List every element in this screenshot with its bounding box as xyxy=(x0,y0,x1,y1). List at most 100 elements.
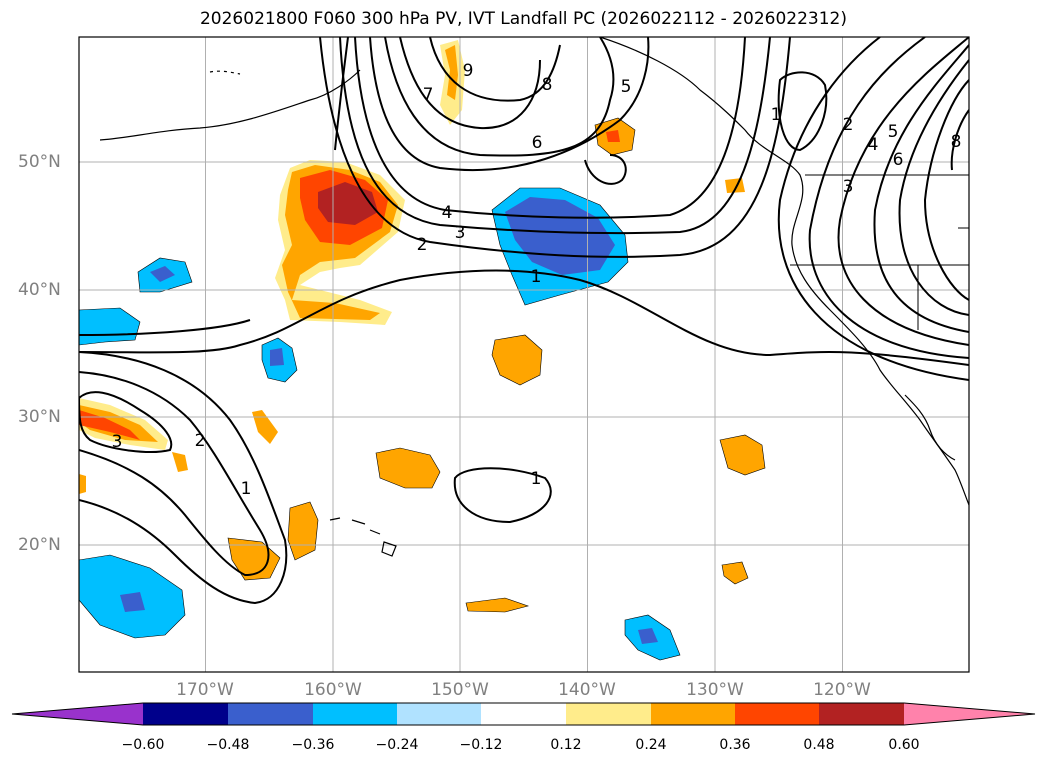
colorbar-bin xyxy=(735,703,819,725)
colorbar-tick: 0.24 xyxy=(635,737,667,753)
shade-pos-small-3 xyxy=(252,410,278,444)
lat-label-20n: 20°N xyxy=(18,535,61,555)
graticule xyxy=(79,37,969,672)
contour-label: 3 xyxy=(843,177,854,197)
colorbar-bin xyxy=(651,703,735,725)
lon-label-130w: 130°W xyxy=(686,680,744,700)
contour-2 xyxy=(319,37,791,258)
coast-aleutians xyxy=(209,70,241,75)
colorbar-tick: 0.36 xyxy=(719,737,751,753)
contour-labels: 1 2 3 4 5 6 7 8 9 1 2 3 4 5 6 8 1 2 3 1 xyxy=(112,61,962,499)
lon-label-150w: 150°W xyxy=(431,680,489,700)
colorbar-bin xyxy=(481,703,566,725)
contour-label: 3 xyxy=(455,223,466,243)
contour-label: 3 xyxy=(112,432,123,452)
contour-label: 6 xyxy=(893,150,904,170)
pv-negative-shading xyxy=(79,187,681,661)
contour-label: 1 xyxy=(531,267,542,287)
lon-label-160w: 160°W xyxy=(304,680,362,700)
coast-baja xyxy=(904,394,956,461)
contour-east-1 xyxy=(777,37,969,381)
colorbar-tick: 0.12 xyxy=(550,737,582,753)
coastlines xyxy=(99,37,969,557)
contour-label: 5 xyxy=(888,122,899,142)
colorbar-tick: −0.24 xyxy=(375,737,419,753)
colorbar-tick: −0.12 xyxy=(459,737,503,753)
contour-sw-2 xyxy=(79,371,270,577)
colorbar-bin xyxy=(397,703,481,725)
contour-label: 2 xyxy=(843,115,854,135)
contour-6-box xyxy=(584,154,627,185)
colorbar-outline xyxy=(11,702,1036,726)
lat-label-30n: 30°N xyxy=(18,407,61,427)
shade-pos-central xyxy=(491,334,543,386)
shade-pos-sw-2 xyxy=(287,501,319,561)
colorbar xyxy=(11,702,1036,726)
contour-3 xyxy=(339,37,771,235)
shade-pos-south xyxy=(721,561,749,585)
lon-label-120w: 120°W xyxy=(813,680,871,700)
colorbar-bin xyxy=(566,703,651,725)
contour-1-ne xyxy=(777,71,828,152)
hawaii-islands xyxy=(329,517,397,557)
ivt-contours xyxy=(79,37,969,605)
contour-label: 1 xyxy=(241,479,252,499)
colorbar-extend-low xyxy=(12,703,143,725)
shade-pos-edge xyxy=(79,474,86,494)
contour-label: 8 xyxy=(951,132,962,152)
lon-label-140w: 140°W xyxy=(558,680,616,700)
contour-east-6 xyxy=(923,79,969,301)
contour-east-5 xyxy=(898,59,969,316)
colorbar-bin xyxy=(819,703,904,725)
contour-7 xyxy=(399,37,541,130)
contour-east-8 xyxy=(950,109,969,171)
contour-label: 7 xyxy=(423,85,434,105)
coast-alaska-peninsula xyxy=(99,69,361,141)
lat-label-50n: 50°N xyxy=(18,152,61,172)
colorbar-bin xyxy=(313,703,397,725)
contour-label: 2 xyxy=(417,235,428,255)
colorbar-bin xyxy=(228,703,313,725)
state-borders xyxy=(790,174,969,330)
contour-1-south xyxy=(453,467,552,524)
colorbar-tick: 0.60 xyxy=(888,737,920,753)
contour-7-left xyxy=(334,37,349,151)
contour-label: 2 xyxy=(195,431,206,451)
shade-pos-west-2 xyxy=(172,452,188,472)
contour-1-main xyxy=(79,269,969,366)
contour-label: 9 xyxy=(463,61,474,81)
contour-4 xyxy=(354,37,746,219)
shade-pos-east xyxy=(719,434,766,476)
coast-north-america xyxy=(599,37,969,506)
contour-east-2 xyxy=(808,37,969,359)
shade-pos-strip xyxy=(465,597,530,613)
pv-positive-shading xyxy=(79,40,766,613)
contour-label: 6 xyxy=(532,133,543,153)
colorbar-tick: −0.48 xyxy=(206,737,250,753)
map-title: 2026021800 F060 300 hPa PV, IVT Landfall… xyxy=(199,9,847,29)
contour-label: 5 xyxy=(621,77,632,97)
contour-east-4 xyxy=(873,44,969,333)
contour-label: 1 xyxy=(531,469,542,489)
shade-pos-hawaii-n xyxy=(375,447,441,489)
contour-label: 1 xyxy=(771,105,782,125)
contour-2-main xyxy=(79,319,251,336)
colorbar-extend-high xyxy=(904,703,1035,725)
colorbar-tick: −0.60 xyxy=(121,737,165,753)
contour-label: 4 xyxy=(442,203,453,223)
contour-label: 8 xyxy=(542,75,553,95)
contour-east-3 xyxy=(837,37,969,346)
shade-neg-west-edge xyxy=(79,307,141,346)
colorbar-tick: 0.48 xyxy=(803,737,835,753)
contour-6 xyxy=(384,37,615,157)
lat-label-40n: 40°N xyxy=(18,280,61,300)
contour-5 xyxy=(369,37,650,172)
colorbar-tick: −0.36 xyxy=(291,737,335,753)
contour-8 xyxy=(429,37,561,102)
contour-sw-3 xyxy=(79,391,173,453)
lon-label-170w: 170°W xyxy=(176,680,234,700)
colorbar-bin xyxy=(143,703,228,725)
map-frame xyxy=(78,36,970,673)
contour-sw-1 xyxy=(79,351,288,605)
